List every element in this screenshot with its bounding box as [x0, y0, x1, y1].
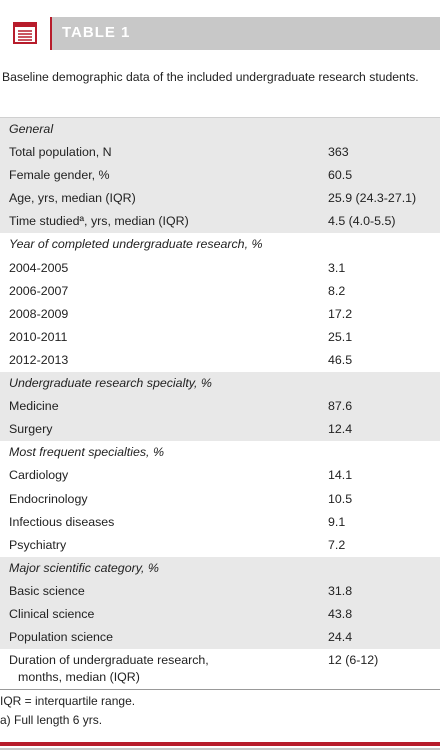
table-bottom-rule	[0, 689, 440, 690]
section-header-row: General	[0, 118, 440, 142]
row-value: 31.8	[328, 583, 353, 598]
row-label: Infectious diseases	[9, 514, 115, 529]
table-row: Female gender, % 60.5	[0, 164, 440, 188]
row-label: 2004-2005	[9, 260, 69, 275]
row-label: Cardiology	[9, 468, 69, 483]
row-value: 43.8	[328, 606, 353, 621]
table-row: Age, yrs, median (IQR) 25.9 (24.3-27.1)	[0, 187, 440, 211]
row-label: General	[9, 122, 54, 136]
footnotes: IQR = interquartile range. a) Full lengt…	[0, 692, 135, 730]
bottom-accent-bar	[0, 742, 440, 746]
row-value: 25.9 (24.3-27.1)	[328, 191, 417, 206]
row-label-line2: months, median (IQR)	[18, 670, 140, 685]
table-row: Endocrinology 10.5	[0, 488, 440, 511]
row-value: 87.6	[328, 399, 353, 414]
data-table: General Total population, N 363 Female gend…	[0, 118, 440, 685]
icon-box	[0, 17, 50, 50]
row-value: 8.2	[328, 283, 346, 298]
row-value: 60.5	[328, 168, 353, 183]
row-label: Female gender, %	[9, 168, 110, 183]
row-value: 3.1	[328, 260, 346, 275]
row-label: 2008-2009	[9, 306, 69, 321]
table-row: Surgery 12.4	[0, 418, 440, 442]
bottom-grey-rule	[0, 748, 440, 750]
row-label: Basic science	[9, 583, 85, 598]
table-row: 2010-2011 25.1	[0, 326, 440, 349]
row-value: 14.1	[328, 468, 353, 483]
section-header-row: Most frequent specialties, %	[0, 441, 440, 464]
row-value: 12.4	[328, 422, 353, 437]
row-value: 17.2	[328, 306, 353, 321]
row-value: 7.2	[328, 537, 346, 552]
table-row: Psychiatry 7.2	[0, 534, 440, 557]
row-value: 10.5	[328, 491, 353, 506]
row-value: 9.1	[328, 514, 346, 529]
row-label-line1: Duration of undergraduate research,	[9, 653, 209, 668]
row-label: Psychiatry	[9, 537, 67, 552]
section-header-row: Major scientific category, %	[0, 556, 440, 580]
footnote-a: a) Full length 6 yrs.	[0, 713, 103, 727]
table-top-rule	[0, 117, 440, 118]
row-value: 46.5	[328, 352, 353, 367]
row-label: Endocrinology	[9, 491, 88, 506]
table-row: 2004-2005 3.1	[0, 257, 440, 280]
table-row: 2012-2013 46.5	[0, 349, 440, 372]
row-label: Total population, N	[9, 145, 112, 160]
document-list-icon	[13, 22, 37, 44]
row-value: 363	[328, 145, 349, 160]
section-header-row: Year of completed undergraduate research…	[0, 233, 440, 256]
table-row: Population science 24.4	[0, 626, 440, 650]
row-label: Surgery	[9, 422, 53, 437]
table-row: Total population, N 363	[0, 141, 440, 165]
row-label: Medicine	[9, 399, 59, 414]
table-row: Time studiedª, yrs, median (IQR) 4.5 (4.0…	[0, 210, 440, 234]
table-row: Cardiology 14.1	[0, 464, 440, 487]
row-label: Major scientific category, %	[9, 560, 159, 575]
row-label: Year of completed undergraduate research…	[9, 237, 263, 252]
row-label: Clinical science	[9, 606, 95, 621]
row-label: 2006-2007	[9, 283, 69, 298]
row-value: 24.4	[328, 630, 353, 645]
row-value: 4.5 (4.0-5.5)	[328, 214, 396, 229]
section-header-row: Undergraduate research specialty, %	[0, 372, 440, 396]
table-row: Basic science 31.8	[0, 579, 440, 603]
row-value: 25.1	[328, 329, 353, 344]
row-label: 2012-2013	[9, 352, 69, 367]
row-label: Population science	[9, 630, 114, 645]
table-caption: Baseline demographic data of the include…	[2, 70, 419, 84]
header-separator	[50, 17, 52, 50]
footnote-iqr: IQR = interquartile range.	[0, 694, 136, 708]
row-label: Undergraduate research specialty, %	[9, 376, 212, 391]
table-row: Clinical science 43.8	[0, 602, 440, 627]
row-label: Most frequent specialties, %	[9, 445, 164, 460]
table-row: Infectious diseases 9.1	[0, 511, 440, 534]
row-label: Age, yrs, median (IQR)	[9, 191, 136, 206]
row-label: Duration of undergraduate research, month…	[9, 652, 209, 686]
table-row: Duration of undergraduate research, month…	[0, 649, 440, 685]
table-row: 2008-2009 17.2	[0, 303, 440, 326]
table-row: Medicine 87.6	[0, 395, 440, 419]
row-label: 2010-2011	[9, 329, 68, 344]
table-row: 2006-2007 8.2	[0, 280, 440, 303]
row-label: Time studiedª, yrs, median (IQR)	[9, 214, 189, 229]
table-header-bar: TABLE 1	[0, 17, 440, 50]
row-value: 12 (6-12)	[328, 653, 379, 668]
table-title: TABLE 1	[62, 24, 131, 41]
